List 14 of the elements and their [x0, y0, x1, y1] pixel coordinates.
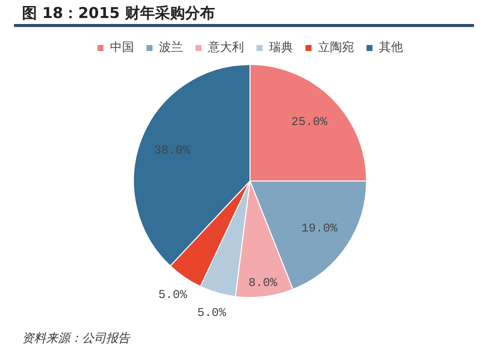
legend-label: 中国: [110, 40, 134, 54]
legend-label: 瑞典: [269, 40, 293, 54]
legend-label: 其他: [379, 40, 403, 54]
chart-title: 图 18：2015 财年采购分布: [22, 4, 216, 23]
legend-label: 波兰: [159, 40, 183, 54]
legend-label: 意大利: [207, 40, 244, 54]
legend-label: 立陶宛: [318, 40, 354, 54]
text: 资料来源：公司报告: [22, 330, 130, 347]
data-label: 8.0%: [248, 276, 278, 290]
data-label: 25.0%: [291, 114, 328, 129]
data-label: 5.0%: [158, 288, 188, 302]
data-label: 5.0%: [197, 306, 227, 320]
data-label: 19.0%: [301, 221, 338, 236]
data-label: 38.0%: [154, 143, 191, 158]
